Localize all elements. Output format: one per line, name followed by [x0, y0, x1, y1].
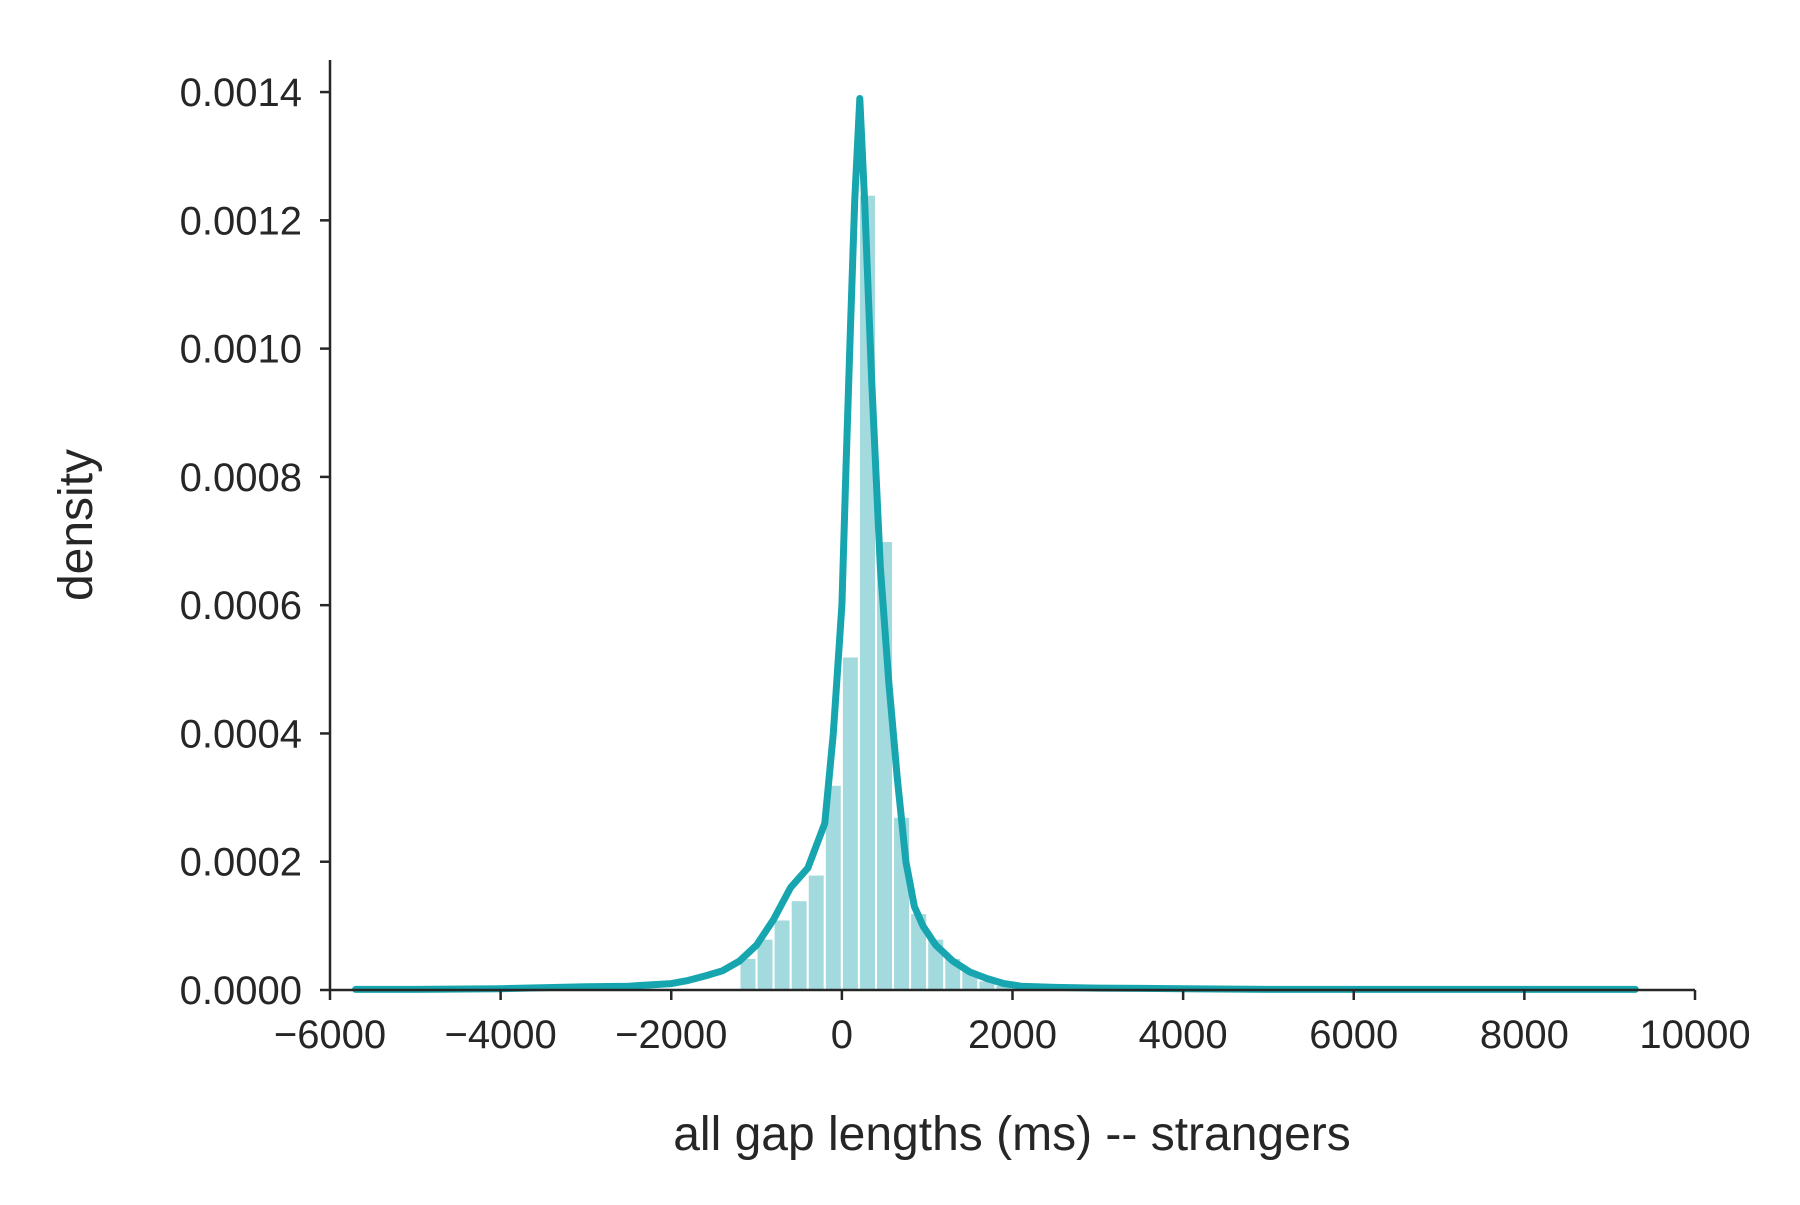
x-ticks: −6000 −4000 −2000 0 2000 4000 6000 8000 10000 — [274, 990, 1751, 1057]
axes — [328, 60, 1695, 992]
y-tick-label: 0.0004 — [180, 712, 302, 756]
y-tick-label: 0.0000 — [180, 969, 302, 1013]
y-ticks: 0.0000 0.0002 0.0004 0.0006 0.0008 0.0010 0.00… — [180, 71, 330, 1013]
y-tick-label: 0.0006 — [180, 584, 302, 628]
histogram-bar — [789, 899, 809, 992]
x-tick-label: −6000 — [274, 1013, 386, 1057]
histogram-bar — [772, 918, 792, 992]
x-tick-label: 10000 — [1639, 1013, 1750, 1057]
x-axis-label: all gap lengths (ms) -- strangers — [673, 1108, 1351, 1161]
x-tick-label: −4000 — [444, 1013, 556, 1057]
y-tick-label: 0.0010 — [180, 328, 302, 372]
x-tick-label: 6000 — [1309, 1013, 1398, 1057]
y-tick-label: 0.0012 — [180, 199, 302, 243]
x-tick-label: 8000 — [1480, 1013, 1569, 1057]
histogram-bar — [840, 655, 860, 992]
x-tick-label: −2000 — [615, 1013, 727, 1057]
x-tick-label: 2000 — [968, 1013, 1057, 1057]
kde-curve-layer — [352, 95, 1639, 993]
y-axis-label: density — [50, 449, 103, 601]
histogram-bars — [738, 193, 1014, 992]
kde-curve — [352, 95, 1639, 993]
y-tick-label: 0.0014 — [180, 71, 302, 115]
y-tick-label: 0.0002 — [180, 841, 302, 885]
x-tick-label: 4000 — [1139, 1013, 1228, 1057]
y-tick-label: 0.0008 — [180, 456, 302, 500]
x-tick-label: 0 — [831, 1013, 853, 1057]
histogram-bar — [806, 873, 826, 991]
